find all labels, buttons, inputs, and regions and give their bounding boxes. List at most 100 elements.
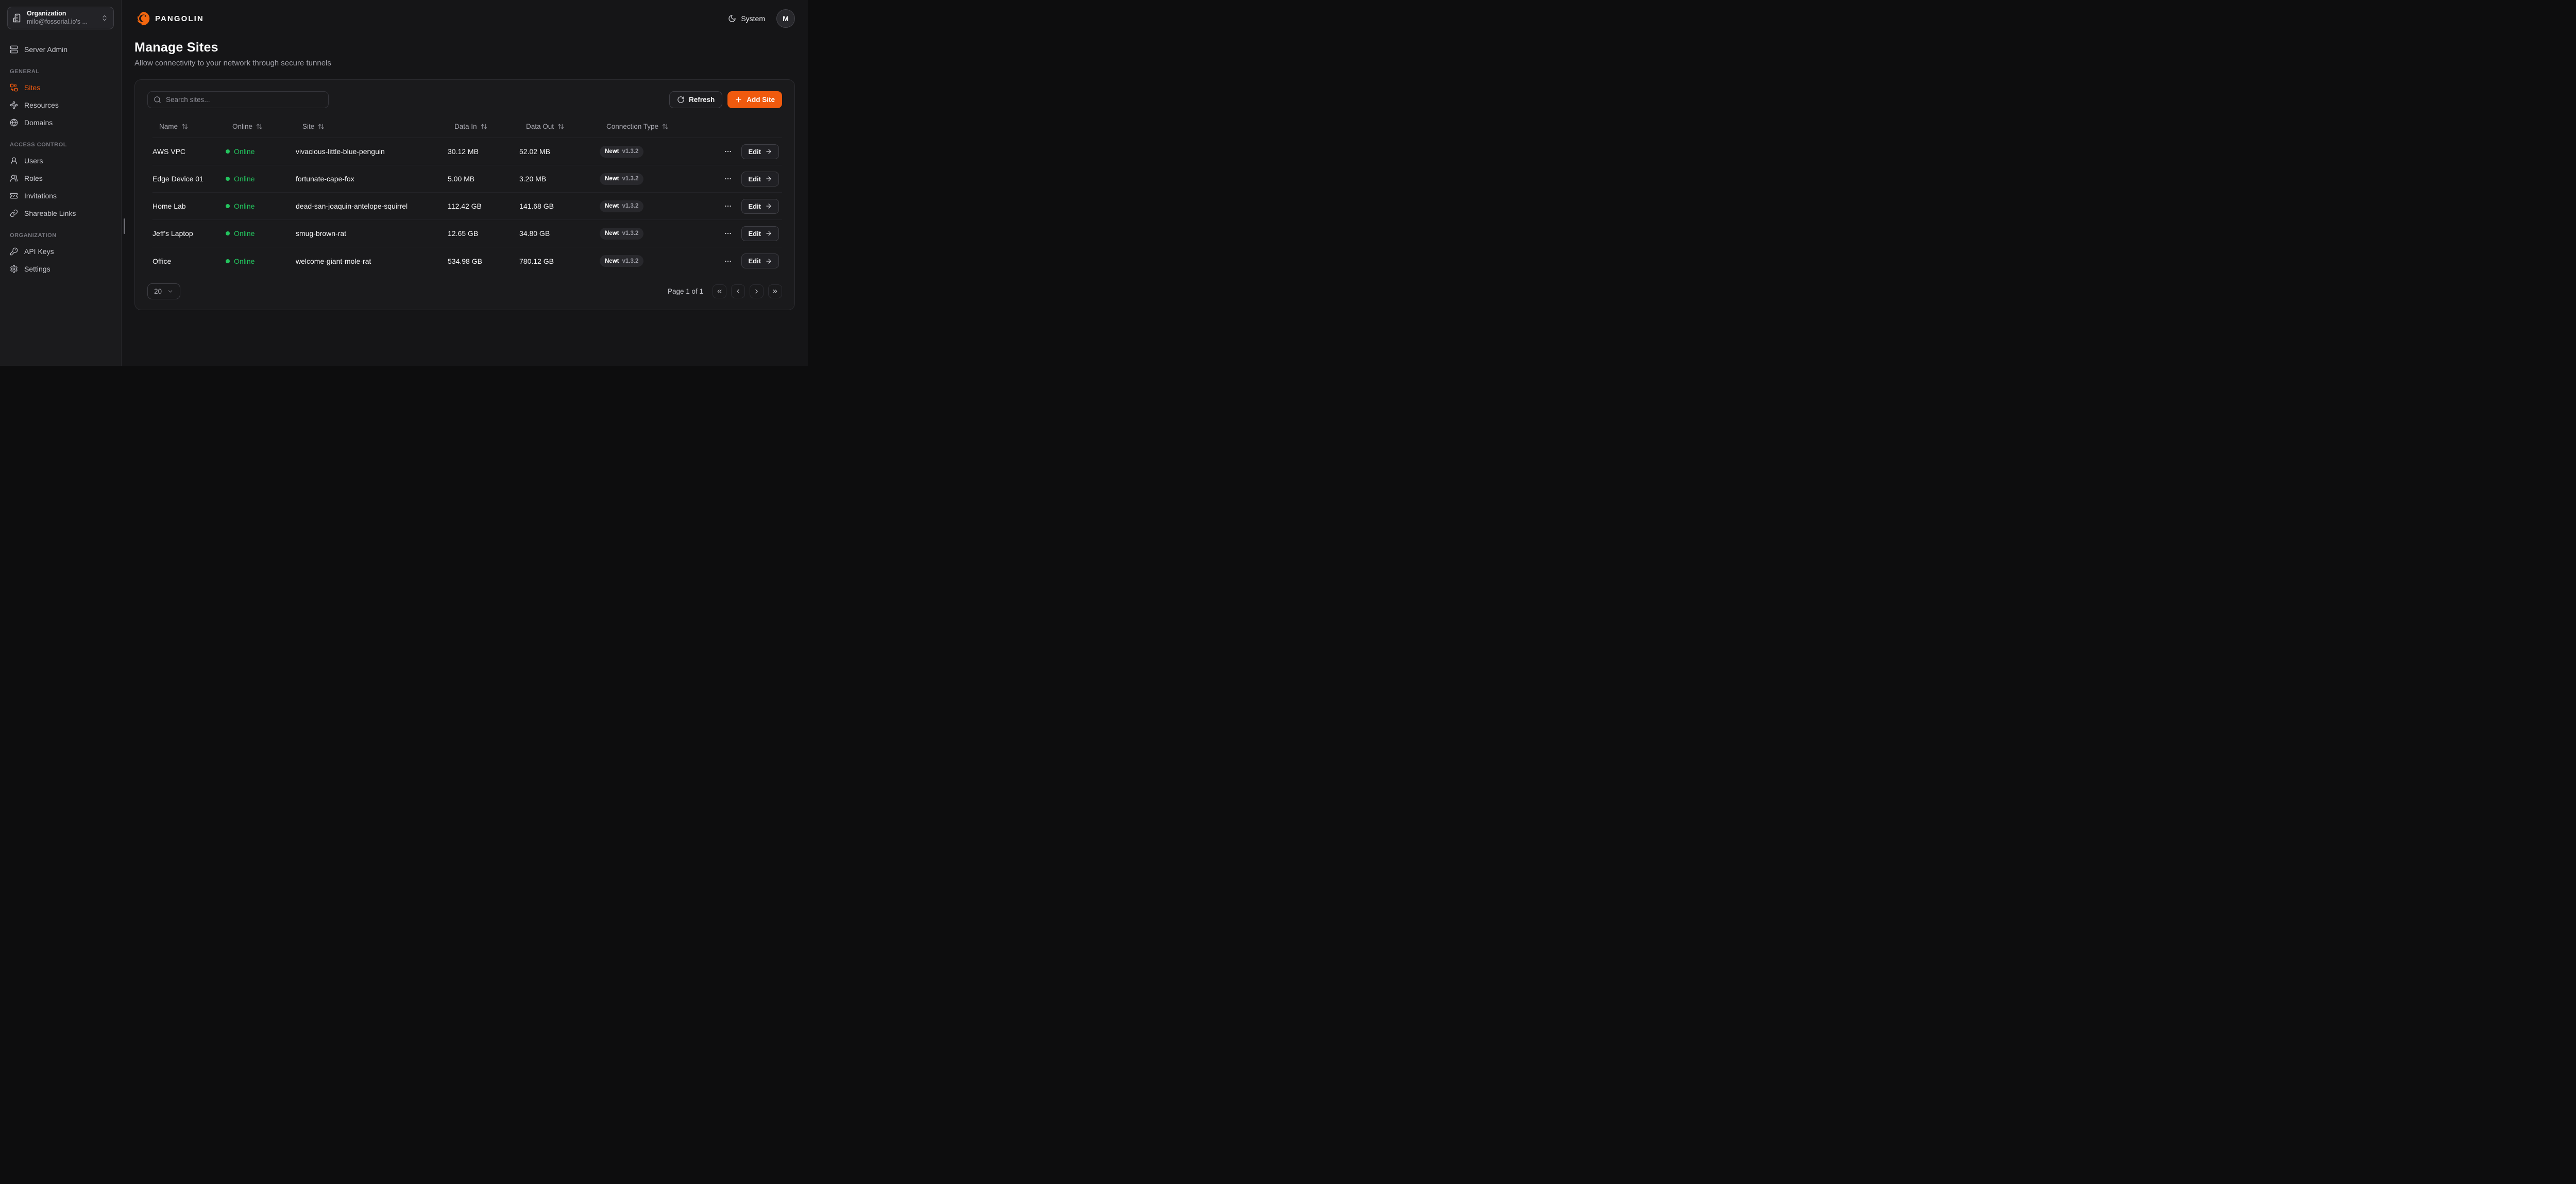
sidebar-item-label: Users [24, 157, 43, 165]
moon-icon [728, 14, 736, 23]
sites-table: Name Online Site Data In Data Out Connection … [147, 115, 782, 275]
online-dot-icon [226, 259, 230, 263]
sidebar-item-sites[interactable]: Sites [7, 79, 114, 96]
ellipsis-icon [724, 202, 732, 210]
invitations-icon [10, 192, 18, 200]
sites-toolbar: Refresh Add Site [147, 91, 782, 108]
chevron-right-icon [753, 288, 760, 295]
ellipsis-icon [724, 229, 732, 238]
sidebar-item-label: Resources [24, 101, 59, 109]
sidebar-item-label: Sites [24, 83, 41, 92]
org-selector-label: Organization [27, 10, 66, 18]
arrow-up-down-icon [318, 123, 325, 130]
column-header-connection-type[interactable]: Connection Type [600, 123, 686, 130]
plus-icon [735, 96, 742, 104]
org-selector-value: milo@fossorial.io's ... [27, 18, 88, 25]
add-site-button[interactable]: Add Site [727, 91, 782, 108]
site-slug: fortunate-cape-fox [296, 175, 354, 183]
sidebar-item-label: Invitations [24, 192, 57, 200]
page-size-value: 20 [154, 287, 162, 295]
online-dot-icon [226, 231, 230, 235]
ellipsis-icon [724, 147, 732, 156]
arrow-right-icon [765, 258, 772, 265]
refresh-button[interactable]: Refresh [669, 91, 723, 108]
edit-button[interactable]: Edit [741, 144, 779, 159]
first-page-button[interactable] [713, 284, 726, 298]
sidebar-item-invitations[interactable]: Invitations [7, 187, 114, 205]
key-icon [10, 247, 18, 256]
column-header-name[interactable]: Name [152, 123, 226, 130]
sidebar-item-shareable-links[interactable]: Shareable Links [7, 205, 114, 222]
topbar: PANGOLIN System M [122, 0, 808, 37]
edit-button[interactable]: Edit [741, 198, 779, 214]
sidebar-item-api-keys[interactable]: API Keys [7, 243, 114, 260]
data-in-value: 534.98 GB [448, 257, 482, 265]
theme-toggle[interactable]: System [728, 14, 765, 23]
connection-type-badge: Newt v1.3.2 [600, 227, 644, 240]
refresh-icon [677, 96, 685, 104]
column-header-online[interactable]: Online [226, 123, 296, 130]
last-page-button[interactable] [768, 284, 782, 298]
row-menu-button[interactable] [722, 227, 734, 240]
status-badge: Online [226, 229, 296, 238]
row-menu-button[interactable] [722, 200, 734, 212]
table-footer: 20 Page 1 of 1 [147, 283, 782, 299]
data-out-value: 3.20 MB [519, 175, 547, 183]
column-header-data-out[interactable]: Data Out [519, 123, 600, 130]
connection-type-badge: Newt v1.3.2 [600, 145, 644, 158]
avatar-initial: M [783, 14, 789, 23]
connection-type-badge: Newt v1.3.2 [600, 255, 644, 267]
site-name: Jeff's Laptop [152, 229, 193, 238]
sidebar-item-users[interactable]: Users [7, 152, 114, 170]
connection-type-badge: Newt v1.3.2 [600, 200, 644, 212]
table-row: Office Online welcome-giant-mole-rat 534.98… [152, 247, 782, 275]
sidebar-item-label: Shareable Links [24, 209, 76, 217]
page-content: Manage Sites Allow connectivity to your … [122, 37, 808, 310]
previous-page-button[interactable] [731, 284, 745, 298]
sidebar-resize-handle[interactable] [124, 218, 125, 234]
table-row: AWS VPC Online vivacious-little-blue-pengu… [152, 138, 782, 165]
avatar[interactable]: M [776, 9, 795, 28]
arrow-up-down-icon [181, 123, 188, 130]
next-page-button[interactable] [750, 284, 764, 298]
sidebar-item-resources[interactable]: Resources [7, 96, 114, 114]
column-header-data-in[interactable]: Data In [448, 123, 519, 130]
online-dot-icon [226, 149, 230, 154]
sidebar-item-label: Roles [24, 174, 43, 182]
row-menu-button[interactable] [722, 173, 734, 185]
column-header-site[interactable]: Site [296, 123, 448, 130]
arrow-right-icon [765, 202, 772, 210]
edit-button[interactable]: Edit [741, 253, 779, 268]
sidebar-item-roles[interactable]: Roles [7, 170, 114, 187]
page-size-select[interactable]: 20 [147, 283, 181, 299]
nav-section-title: ORGANIZATION [10, 232, 57, 239]
ellipsis-icon [724, 257, 732, 265]
sidebar-item-server-admin[interactable]: Server Admin [7, 41, 114, 58]
table-row: Edge Device 01 Online fortunate-cape-fox 5.… [152, 165, 782, 193]
search-box[interactable] [147, 91, 329, 108]
row-menu-button[interactable] [722, 145, 734, 158]
user-icon [10, 157, 18, 165]
site-name: Office [152, 257, 172, 265]
org-selector[interactable]: Organization milo@fossorial.io's ... [7, 7, 114, 29]
sidebar-item-settings[interactable]: Settings [7, 260, 114, 278]
theme-label: System [741, 14, 765, 23]
sidebar-item-domains[interactable]: Domains [7, 114, 114, 131]
sidebar-item-label: Settings [24, 265, 50, 273]
edit-button[interactable]: Edit [741, 226, 779, 241]
page-info: Page 1 of 1 [667, 287, 703, 295]
page-subtitle: Allow connectivity to your network throu… [134, 59, 331, 67]
brand-name: PANGOLIN [155, 14, 204, 23]
site-name: AWS VPC [152, 147, 186, 156]
data-out-value: 780.12 GB [519, 257, 554, 265]
row-menu-button[interactable] [722, 255, 734, 267]
chevron-down-icon [167, 288, 174, 295]
connection-type-badge: Newt v1.3.2 [600, 173, 644, 185]
chevrons-right-icon [772, 288, 778, 295]
edit-button[interactable]: Edit [741, 171, 779, 187]
chevron-left-icon [735, 288, 741, 295]
page-title: Manage Sites [134, 40, 218, 55]
brand-logo[interactable]: PANGOLIN [134, 11, 204, 27]
search-input[interactable] [166, 96, 323, 104]
table-header-row: Name Online Site Data In Data Out Connection … [152, 115, 782, 138]
